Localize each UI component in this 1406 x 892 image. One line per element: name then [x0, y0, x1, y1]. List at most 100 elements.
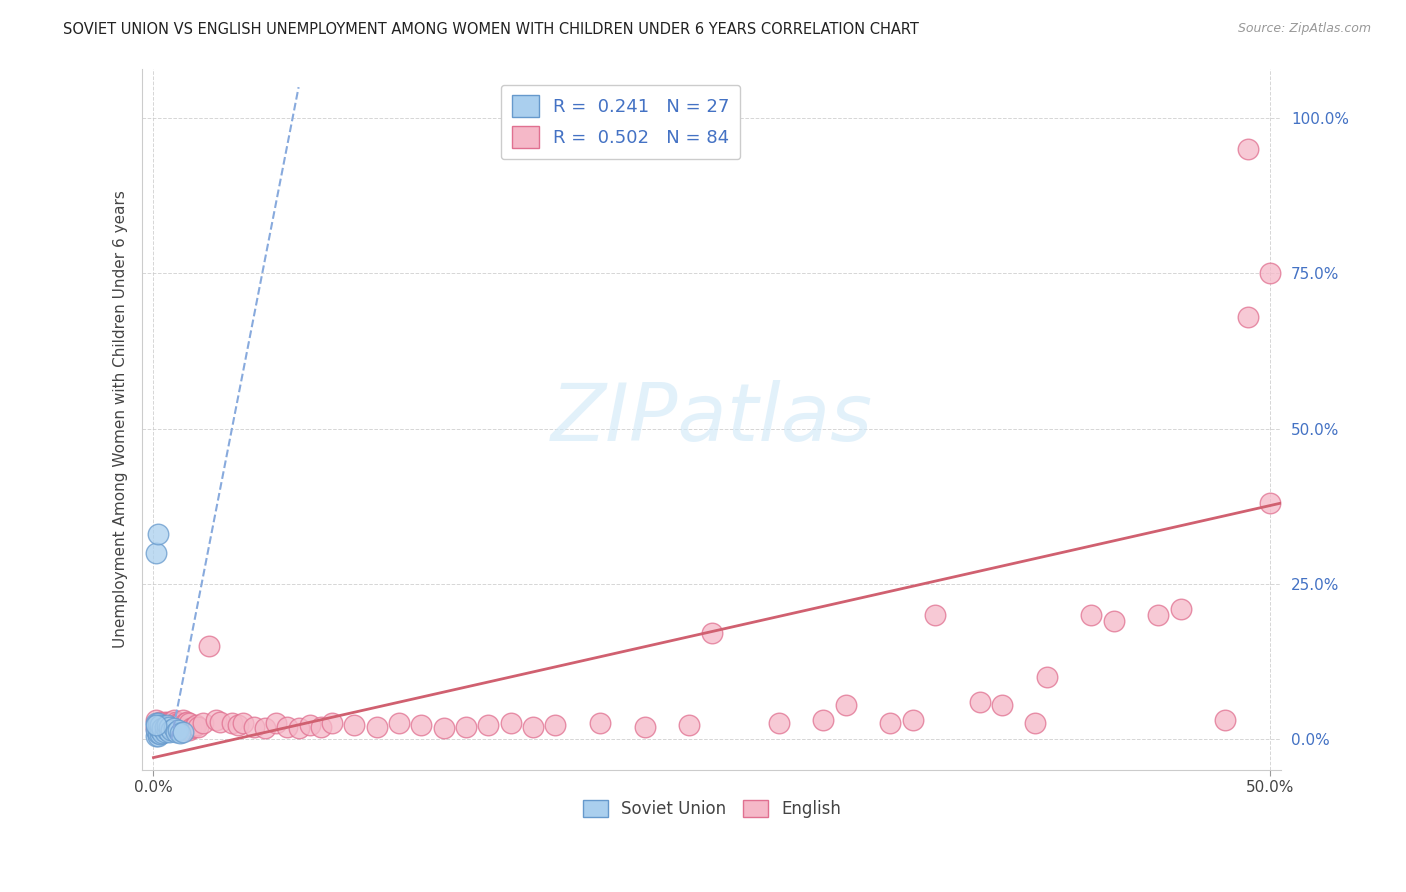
Point [146, 716, 169, 731]
Point [165, 723, 187, 737]
Point [969, 695, 991, 709]
Point [589, 716, 612, 731]
Point [156, 723, 179, 737]
Point [1024, 716, 1046, 731]
Point [173, 723, 195, 737]
Point [149, 714, 172, 729]
Point [153, 714, 176, 729]
Point [499, 716, 522, 731]
Point [834, 698, 856, 712]
Point [991, 698, 1014, 712]
Point [146, 720, 169, 734]
Point [145, 723, 167, 737]
Point [167, 721, 190, 735]
Text: Source: ZipAtlas.com: Source: ZipAtlas.com [1237, 22, 1371, 36]
Point [232, 716, 254, 731]
Point [153, 721, 176, 735]
Point [149, 727, 172, 741]
Point [183, 720, 205, 734]
Point [1236, 310, 1258, 324]
Point [309, 720, 332, 734]
Point [321, 716, 343, 731]
Point [1258, 266, 1281, 280]
Point [173, 716, 195, 731]
Point [1258, 496, 1281, 510]
Point [156, 723, 179, 737]
Point [768, 716, 790, 731]
Point [276, 720, 298, 734]
Point [152, 723, 174, 737]
Point [1102, 614, 1125, 628]
Point [191, 716, 214, 731]
Point [153, 720, 176, 734]
Point [172, 724, 194, 739]
Point [433, 721, 456, 735]
Point [179, 716, 201, 731]
Point [156, 718, 179, 732]
Point [149, 718, 172, 732]
Point [146, 725, 169, 739]
Point [1213, 714, 1236, 728]
Point [157, 714, 180, 729]
Point [165, 724, 187, 739]
Point [157, 720, 180, 734]
Point [162, 721, 184, 735]
Point [157, 721, 180, 735]
Point [634, 720, 657, 734]
Point [184, 718, 207, 732]
Point [366, 720, 388, 734]
Point [176, 721, 198, 735]
Point [146, 725, 169, 739]
Point [149, 721, 172, 735]
Point [146, 527, 169, 541]
Text: ZIPatlas: ZIPatlas [551, 380, 873, 458]
Point [172, 721, 194, 735]
Point [157, 724, 180, 739]
Point [162, 714, 184, 728]
Point [924, 607, 946, 622]
Point [209, 714, 232, 729]
Point [901, 714, 924, 728]
Point [879, 716, 901, 731]
Point [221, 716, 243, 731]
Point [266, 716, 288, 731]
Text: SOVIET UNION VS ENGLISH UNEMPLOYMENT AMONG WOMEN WITH CHILDREN UNDER 6 YEARS COR: SOVIET UNION VS ENGLISH UNEMPLOYMENT AMO… [63, 22, 920, 37]
Point [411, 718, 433, 732]
Point [145, 716, 167, 731]
Point [205, 714, 228, 728]
Point [700, 626, 723, 640]
Point [145, 546, 167, 560]
Legend: Soviet Union, English: Soviet Union, English [576, 793, 848, 825]
Point [146, 729, 169, 743]
Point [1035, 670, 1057, 684]
Point [287, 721, 309, 735]
Point [152, 721, 174, 735]
Point [343, 718, 366, 732]
Y-axis label: Unemployment Among Women with Children Under 6 years: Unemployment Among Women with Children U… [114, 190, 128, 648]
Point [160, 723, 183, 737]
Point [1080, 607, 1102, 622]
Point [187, 720, 209, 734]
Point [152, 725, 174, 739]
Point [156, 716, 179, 731]
Point [149, 723, 172, 737]
Point [169, 725, 191, 739]
Point [180, 721, 202, 735]
Point [522, 720, 544, 734]
Point [1147, 607, 1170, 622]
Point [813, 714, 835, 728]
Point [1170, 601, 1192, 615]
Point [153, 724, 176, 739]
Point [678, 718, 700, 732]
Point [172, 714, 194, 728]
Point [198, 639, 221, 653]
Point [243, 720, 266, 734]
Point [388, 716, 411, 731]
Point [145, 714, 167, 728]
Point [152, 716, 174, 731]
Point [167, 723, 190, 737]
Point [145, 718, 167, 732]
Point [169, 716, 191, 731]
Point [169, 723, 191, 737]
Point [146, 716, 169, 731]
